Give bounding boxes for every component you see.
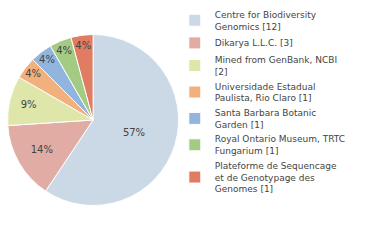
svg-text:14%: 14% xyxy=(31,144,53,155)
svg-text:4%: 4% xyxy=(25,68,41,79)
svg-text:4%: 4% xyxy=(39,54,55,65)
svg-text:Royal Ontario Museum, TRTCFung: Royal Ontario Museum, TRTCFungarium [1] xyxy=(215,134,345,156)
svg-text:4%: 4% xyxy=(75,40,91,51)
svg-text:Centre for BiodiversityGenomic: Centre for BiodiversityGenomics [12] xyxy=(215,10,317,32)
svg-text:4%: 4% xyxy=(56,45,72,56)
svg-text:Mined from GenBank, NCBI[2]: Mined from GenBank, NCBI[2] xyxy=(215,55,337,77)
svg-text:9%: 9% xyxy=(21,99,37,110)
svg-text:Dikarya L.L.C. [3]: Dikarya L.L.C. [3] xyxy=(215,38,293,48)
svg-text:Universidade EstadualPaulista,: Universidade EstadualPaulista, Rio Claro… xyxy=(215,82,316,104)
svg-text:Santa Barbara BotanicGarden [1: Santa Barbara BotanicGarden [1] xyxy=(215,108,316,130)
svg-text:57%: 57% xyxy=(123,127,145,138)
svg-text:Plateforme de Sequencageet de: Plateforme de Sequencageet de Genotypage… xyxy=(215,161,337,194)
